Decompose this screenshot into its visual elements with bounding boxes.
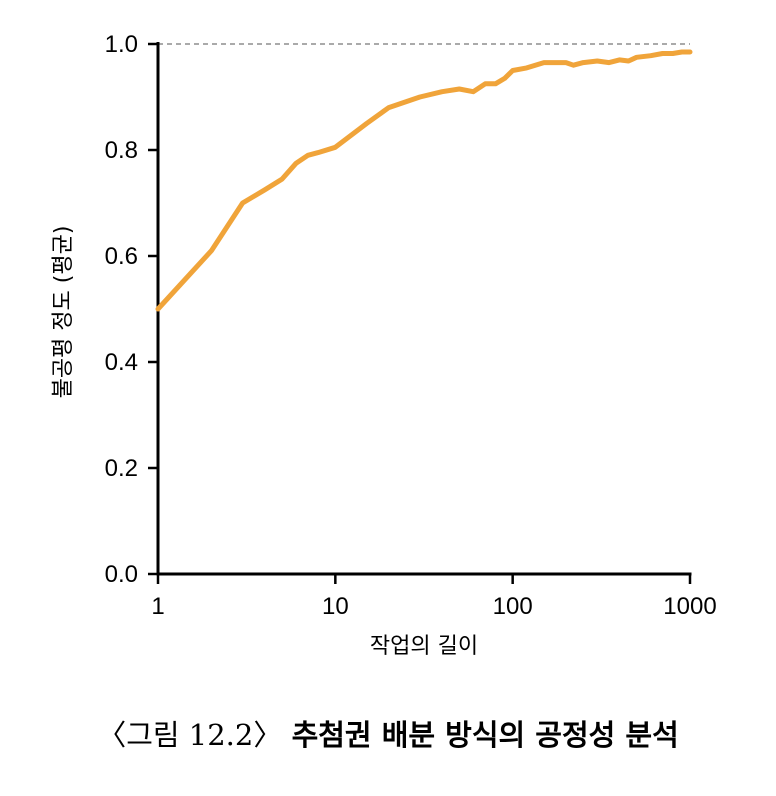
- figure-title: 추첨권 배분 방식의 공정성 분석: [291, 718, 679, 752]
- data-point: [525, 66, 528, 70]
- y-axis-ticks: 0.0 0.2 0.4 0.6 0.8 1.0: [105, 31, 158, 588]
- axes-layer: [156, 42, 692, 576]
- data-point: [334, 146, 337, 149]
- data-point: [661, 52, 664, 55]
- y-tick-label: 0.0: [105, 561, 138, 588]
- data-point: [572, 63, 575, 67]
- data-point: [458, 87, 461, 91]
- series-line: [155, 49, 693, 312]
- data-point: [263, 188, 266, 191]
- data-point: [542, 61, 546, 64]
- data-point: [440, 90, 444, 93]
- data-point: [418, 95, 422, 99]
- data-point: [671, 52, 674, 55]
- data-point: [280, 177, 284, 181]
- data-point: [365, 122, 368, 125]
- data-point: [210, 249, 213, 252]
- y-axis-title: 불공평 정도 (평균): [51, 226, 76, 399]
- data-point: [688, 50, 692, 54]
- data-point: [316, 151, 320, 154]
- y-tick-label: 0.4: [105, 349, 138, 376]
- data-point: [649, 54, 652, 57]
- data-point: [156, 307, 160, 311]
- y-tick-label: 0.6: [105, 243, 138, 270]
- data-point: [607, 61, 611, 64]
- line-chart: 0.0 0.2 0.4 0.6 0.8 1.0 1 10 100 1000 작업의 길이 불공평…: [51, 31, 717, 659]
- data-point: [294, 162, 298, 165]
- x-tick-label: 1: [151, 593, 164, 620]
- x-axis-ticks: 1 10 100 1000: [151, 574, 717, 620]
- series-layer: [155, 49, 693, 312]
- data-point: [564, 61, 568, 64]
- data-point: [494, 82, 497, 86]
- y-tick-label: 0.8: [105, 137, 138, 164]
- data-point: [241, 201, 244, 205]
- data-point: [618, 58, 621, 62]
- data-point: [627, 59, 630, 63]
- x-tick-label: 10: [322, 593, 349, 620]
- data-point: [472, 90, 475, 93]
- y-tick-label: 1.0: [105, 31, 138, 58]
- data-point: [484, 82, 487, 86]
- data-point: [680, 50, 684, 54]
- data-point: [596, 59, 599, 63]
- x-tick-label: 100: [493, 593, 533, 620]
- figure-number: 〈그림 12.2〉: [97, 718, 283, 752]
- data-point: [582, 61, 585, 64]
- figure-caption: 〈그림 12.2〉 추첨권 배분 방식의 공정성 분석: [0, 712, 776, 754]
- y-tick-label: 0.2: [105, 455, 138, 482]
- data-point: [387, 106, 390, 109]
- data-point: [511, 69, 514, 72]
- data-point: [306, 154, 310, 157]
- data-point: [635, 56, 638, 59]
- x-tick-label: 1000: [663, 593, 716, 620]
- data-point: [503, 77, 506, 80]
- x-axis-title: 작업의 길이: [370, 634, 478, 659]
